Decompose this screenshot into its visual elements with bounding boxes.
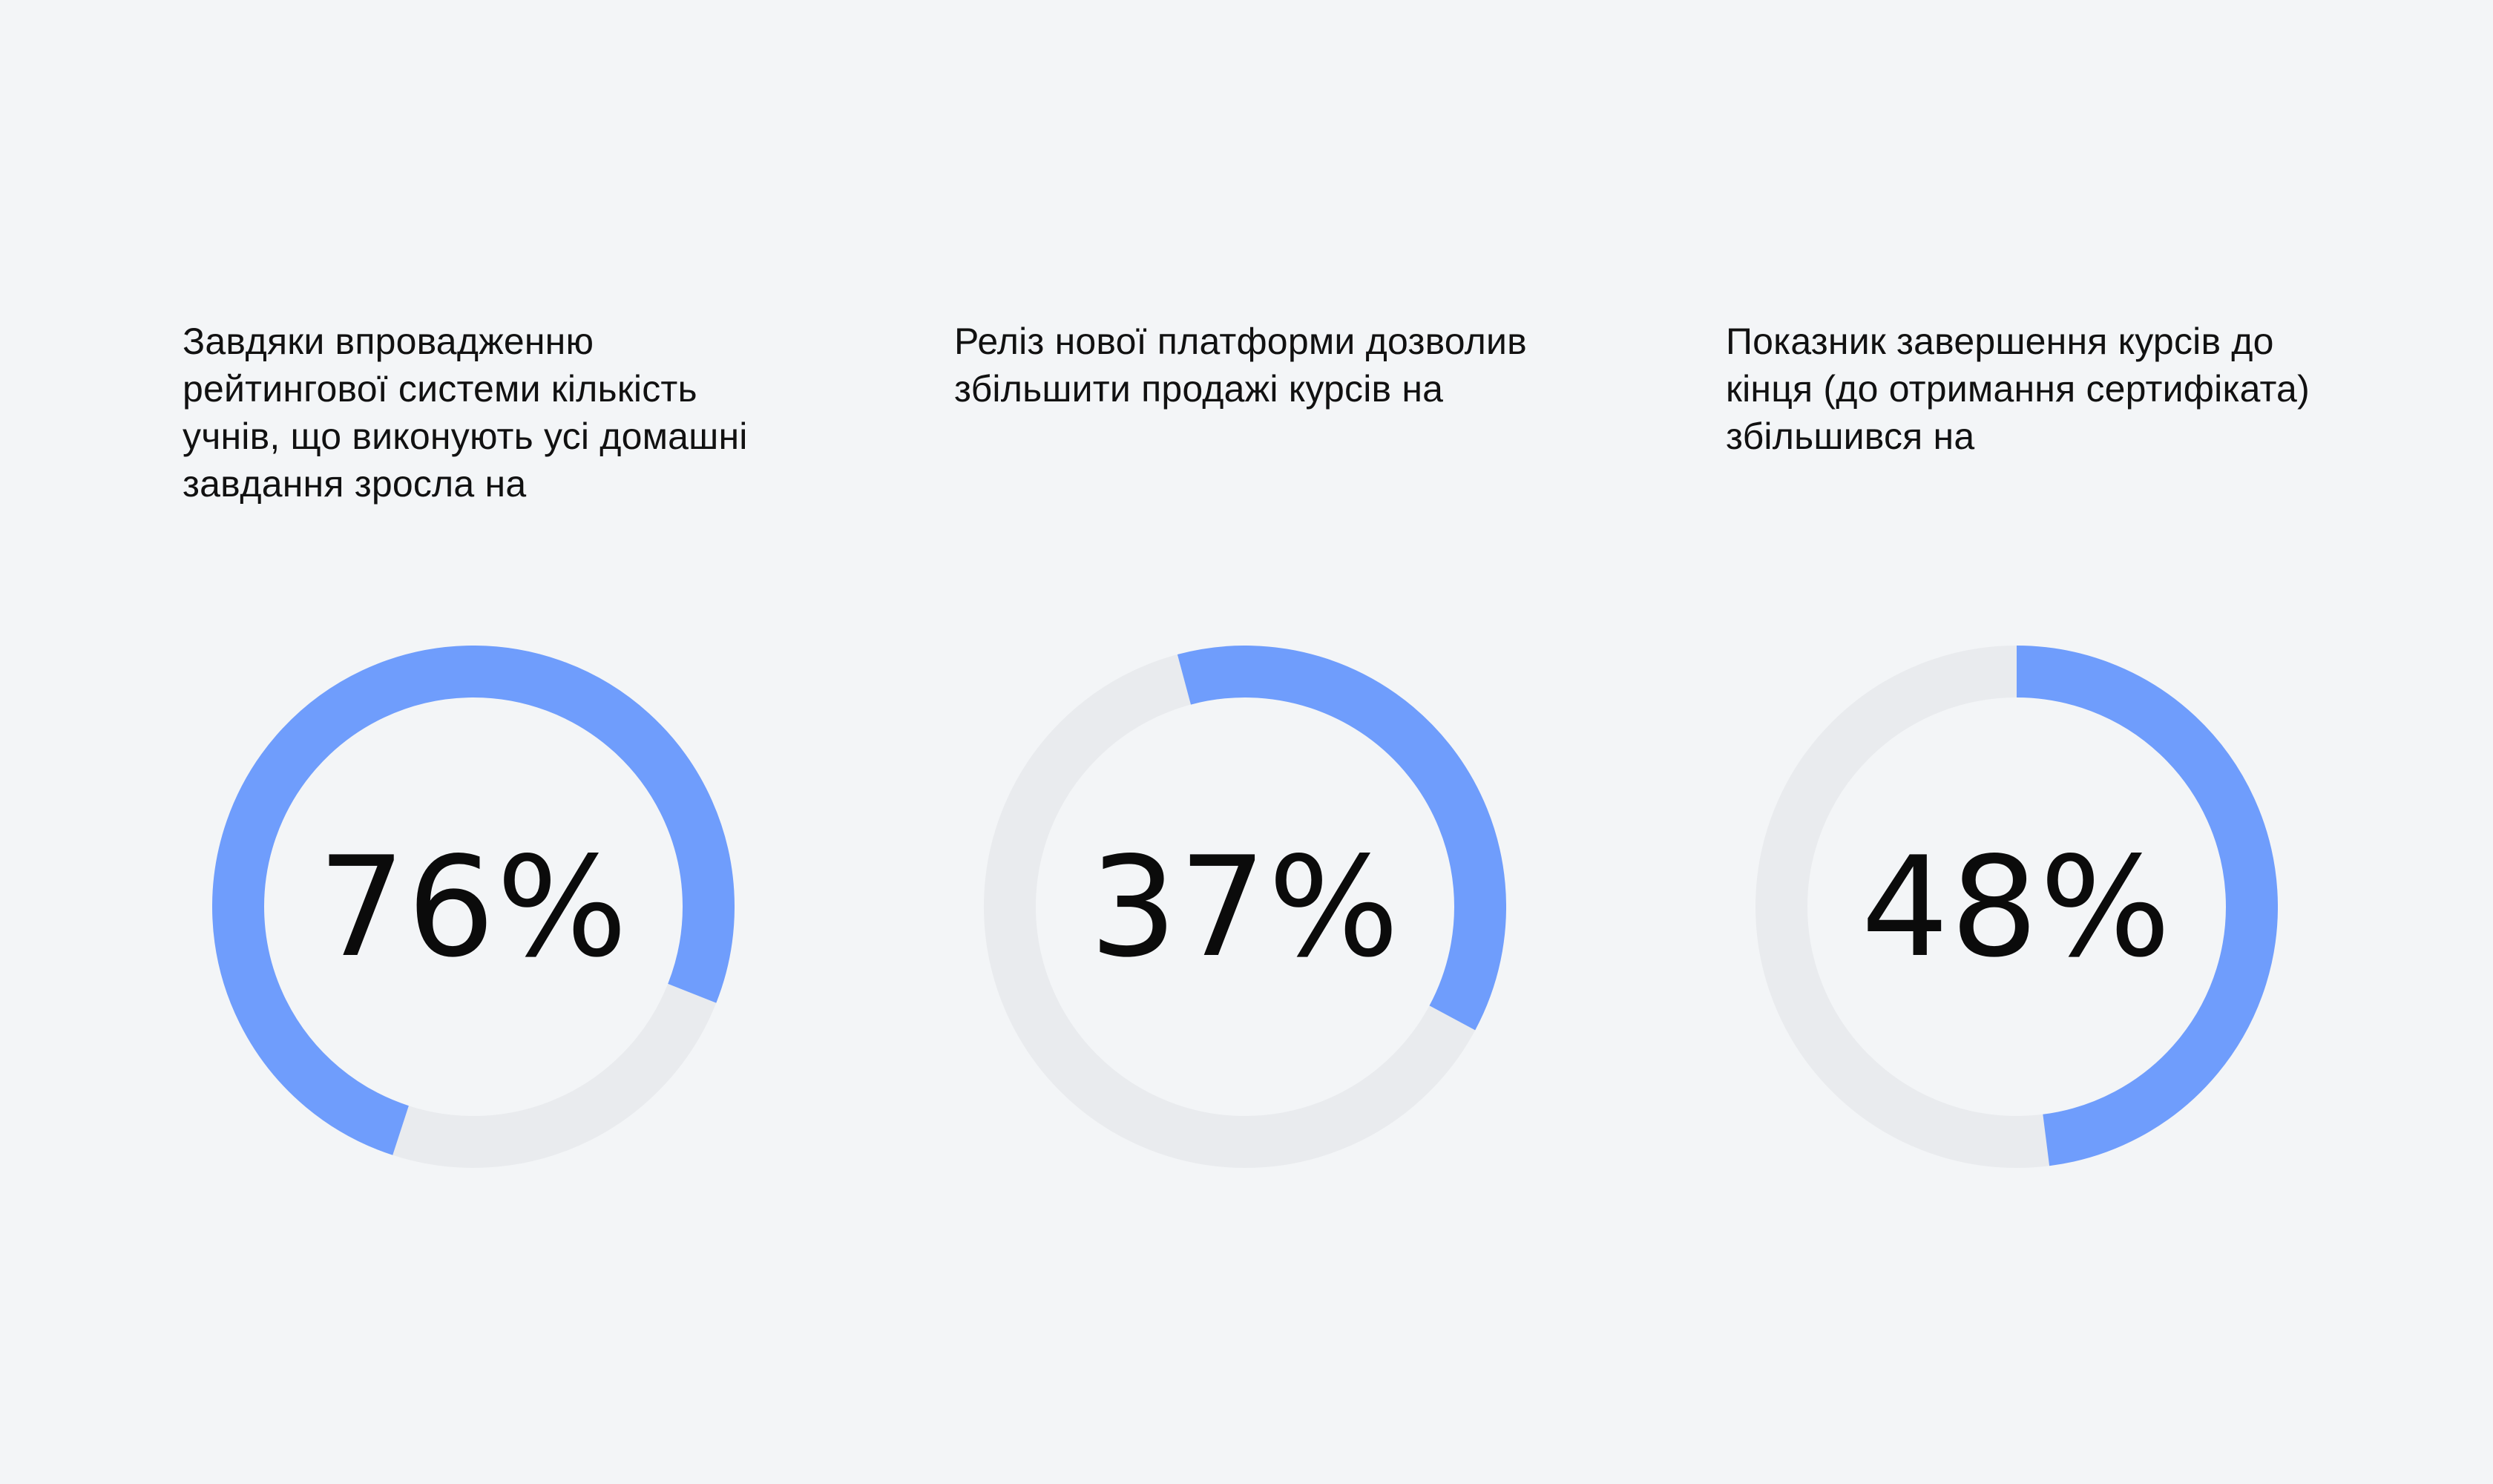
- donut-svg: [984, 646, 1506, 1168]
- stat-value: 48%: [1861, 826, 2172, 988]
- donut-chart: 76%: [212, 646, 735, 1168]
- stat-value: 76%: [318, 826, 629, 988]
- donut-value-arc: [1177, 646, 1506, 1031]
- donut-chart: 48%: [1755, 646, 2278, 1168]
- donut-chart: 37%: [984, 646, 1506, 1168]
- donut-value-arc: [2016, 646, 2278, 1166]
- stat-value: 37%: [1089, 826, 1401, 988]
- donut-svg: [212, 646, 735, 1168]
- stat-card-2: Показник завершення курсів до кінця (до …: [1726, 0, 2394, 1168]
- stat-caption: Показник завершення курсів до кінця (до …: [1726, 321, 2310, 457]
- stat-card-1: Реліз нової платформи дозволив збільшити…: [954, 0, 1622, 1168]
- stat-caption: Завдяки впровадженню рейтингової системи…: [183, 321, 748, 505]
- stat-card-0: Завдяки впровадженню рейтингової системи…: [183, 0, 850, 1168]
- donut-svg: [1755, 646, 2278, 1168]
- donut-value-arc: [212, 646, 735, 1155]
- stat-caption: Реліз нової платформи дозволив збільшити…: [954, 321, 1527, 410]
